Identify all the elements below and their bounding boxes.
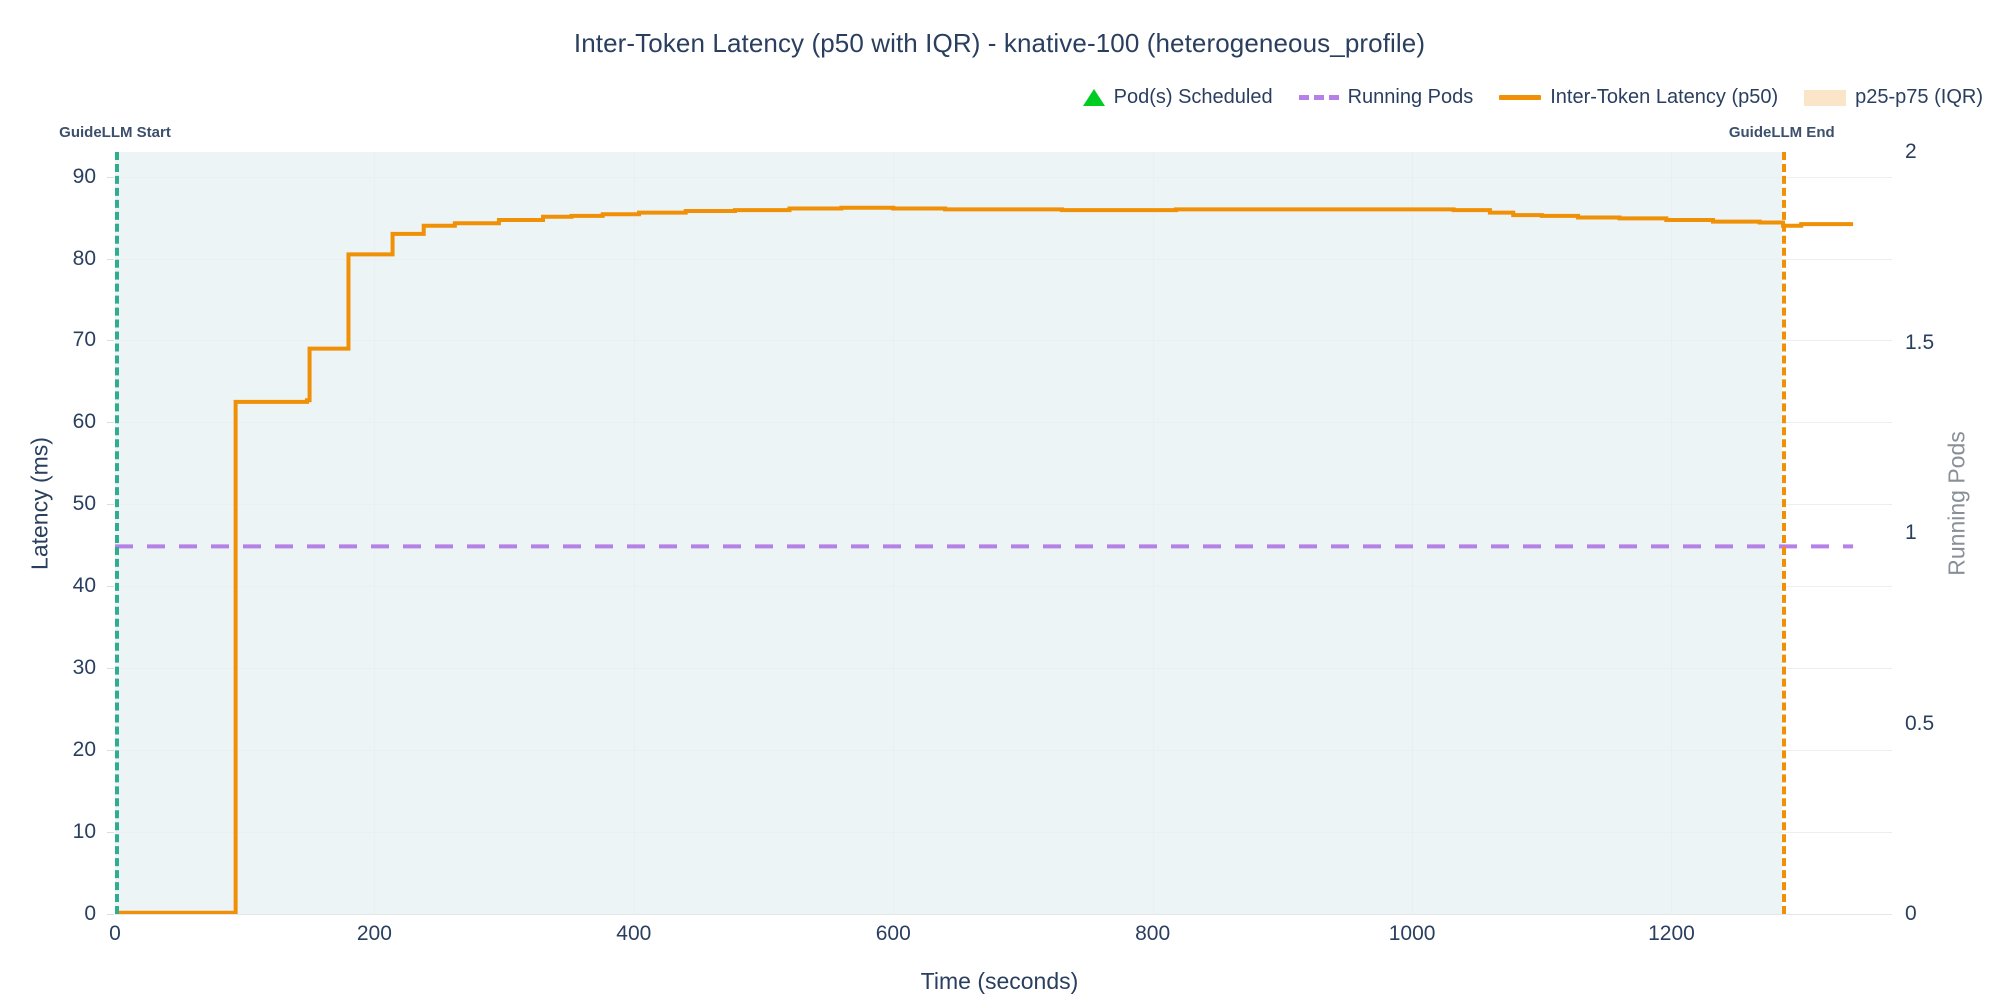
y-axis-right-tick-label: 1.5 bbox=[1905, 330, 1935, 354]
x-axis-tick-label: 1000 bbox=[1388, 922, 1436, 945]
y-axis-left-tick-label: 20 bbox=[72, 738, 96, 762]
y-axis-left-tick-mark bbox=[107, 504, 114, 506]
solid-line-icon bbox=[1499, 95, 1542, 100]
plot-area bbox=[115, 152, 1892, 915]
x-axis-tick-label: 0 bbox=[109, 922, 121, 945]
x-axis-title: Time (seconds) bbox=[920, 968, 1079, 994]
y-axis-left-tick-mark bbox=[107, 258, 114, 260]
x-axis-tick-label: 1200 bbox=[1648, 922, 1695, 945]
gridline-horizontal bbox=[115, 340, 1892, 342]
gridline-horizontal bbox=[115, 176, 1892, 178]
chart-legend: Pod(s) Scheduled Running Pods Inter-Toke… bbox=[1082, 86, 1983, 109]
legend-item-running-pods[interactable]: Running Pods bbox=[1298, 86, 1474, 109]
x-axis-tick-label: 800 bbox=[1135, 922, 1171, 945]
gridline-vertical bbox=[1412, 152, 1414, 914]
y-axis-left-tick-label: 10 bbox=[72, 820, 96, 844]
vline-guidellm-end bbox=[1781, 152, 1786, 914]
legend-label: Pod(s) Scheduled bbox=[1113, 86, 1273, 108]
annotation-guidellm-end: GuideLLM End bbox=[1728, 124, 1835, 141]
y-axis-left-tick-mark bbox=[107, 422, 114, 424]
legend-item-iqr-band[interactable]: p25-p75 (IQR) bbox=[1804, 86, 1983, 109]
gridline-vertical bbox=[374, 152, 376, 914]
y-axis-right-tick-label: 2 bbox=[1905, 140, 1917, 163]
legend-item-itl-p50[interactable]: Inter-Token Latency (p50) bbox=[1499, 86, 1778, 109]
x-axis-tick-label: 400 bbox=[616, 922, 652, 945]
y-axis-left-tick-label: 30 bbox=[72, 656, 96, 680]
y-axis-left-tick-mark bbox=[107, 340, 114, 342]
y-axis-left-title: Latency (ms) bbox=[26, 437, 53, 570]
gridline-vertical bbox=[1671, 152, 1673, 914]
y-axis-left-tick-mark bbox=[107, 832, 114, 834]
band-swatch-icon bbox=[1804, 89, 1847, 106]
vline-guidellm-start bbox=[115, 152, 119, 914]
gridline-horizontal bbox=[115, 586, 1892, 588]
y-axis-left-tick-label: 80 bbox=[72, 246, 96, 270]
series-line-inter-token-latency-p50 bbox=[115, 205, 1854, 914]
y-axis-left-tick-mark bbox=[107, 668, 114, 670]
y-axis-left-tick-mark bbox=[107, 750, 114, 752]
y-axis-right-tick-label: 0 bbox=[1905, 902, 1917, 925]
y-axis-left-tick-label: 90 bbox=[72, 164, 96, 188]
y-axis-left-tick-mark bbox=[107, 914, 114, 915]
legend-label: Inter-Token Latency (p50) bbox=[1550, 86, 1779, 108]
y-axis-left-tick-label: 60 bbox=[72, 410, 96, 434]
annotation-guidellm-start: GuideLLM Start bbox=[59, 124, 171, 141]
gridline-horizontal bbox=[115, 668, 1892, 670]
plot-background-post-run bbox=[1781, 152, 1892, 914]
plot-background-run-window bbox=[115, 152, 1782, 914]
y-axis-left-tick-label: 70 bbox=[72, 328, 96, 352]
triangle-up-icon bbox=[1082, 89, 1105, 106]
x-axis-tick-label: 200 bbox=[356, 922, 392, 945]
y-axis-right-tick-label: 0.5 bbox=[1905, 711, 1935, 735]
dashed-line-icon bbox=[1298, 95, 1339, 100]
gridline-horizontal bbox=[115, 750, 1892, 752]
gridline-horizontal bbox=[115, 504, 1892, 506]
y-axis-left-tick-label: 40 bbox=[72, 574, 96, 598]
gridline-horizontal bbox=[115, 422, 1892, 424]
y-axis-left-tick-mark bbox=[107, 586, 114, 588]
legend-item-pods-scheduled[interactable]: Pod(s) Scheduled bbox=[1082, 86, 1273, 109]
y-axis-left-tick-mark bbox=[107, 176, 114, 178]
gridline-horizontal bbox=[115, 258, 1892, 260]
x-axis-tick-label: 600 bbox=[875, 922, 911, 945]
y-axis-right-tick-label: 1 bbox=[1905, 521, 1917, 544]
series-plot bbox=[115, 205, 1854, 914]
gridline-vertical bbox=[1152, 152, 1154, 914]
page-title: Inter-Token Latency (p50 with IQR) - kna… bbox=[573, 28, 1426, 58]
gridline-vertical bbox=[893, 152, 895, 914]
gridline-vertical bbox=[633, 152, 635, 914]
legend-label: Running Pods bbox=[1347, 86, 1474, 108]
y-axis-right-title: Running Pods bbox=[1943, 431, 1970, 576]
y-axis-left-tick-label: 0 bbox=[84, 902, 96, 925]
gridline-horizontal bbox=[115, 832, 1892, 834]
x-axis-line bbox=[115, 914, 1892, 915]
y-axis-left-tick-label: 50 bbox=[72, 492, 96, 516]
legend-label: p25-p75 (IQR) bbox=[1855, 86, 1983, 108]
